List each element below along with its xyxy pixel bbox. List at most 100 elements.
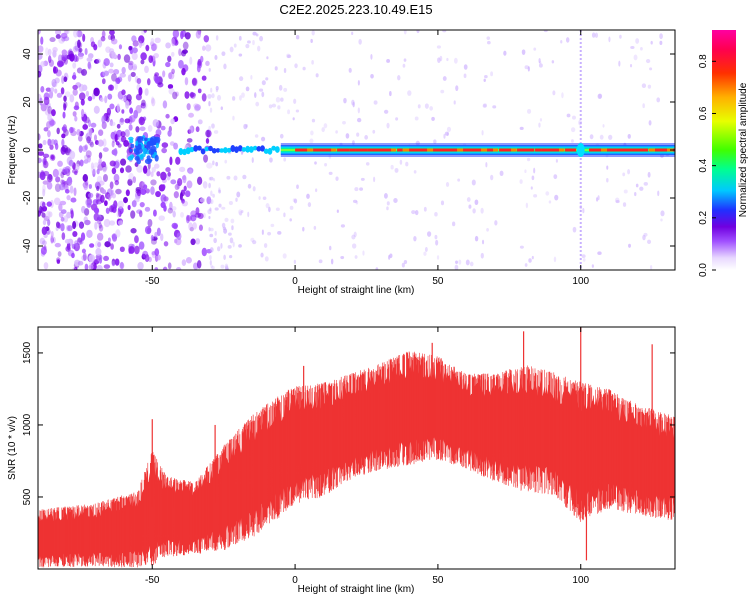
noise-dot [313,225,317,230]
noise-dot [86,200,92,209]
noise-dot [228,232,232,236]
noise-dot [357,107,360,114]
noise-dot [216,94,222,101]
noise-dot [232,241,235,248]
noise-dot [474,199,479,206]
noise-dot [172,210,176,218]
noise-dot [201,247,208,257]
colorbar-tick-label: 0.0 [698,263,709,277]
noise-dot [72,84,78,90]
noise-dot [170,179,177,185]
noise-dot [413,170,417,174]
noise-dot [195,30,202,39]
noise-dot [252,31,257,36]
noise-dot [120,261,124,269]
noise-dot [373,176,376,183]
noise-dot [330,258,334,265]
noise-dot [205,138,210,144]
noise-dot [648,120,652,126]
noise-dot [179,191,183,201]
noise-dot [189,56,193,65]
signal-blob [211,148,217,154]
noise-dot [555,159,558,163]
noise-dot [93,212,100,222]
noise-dot [214,230,217,236]
noise-dot [239,210,243,216]
noise-cluster-dot [130,143,135,148]
noise-dot [182,175,186,181]
noise-dot [147,218,153,228]
noise-dot [52,168,59,178]
noise-dot [128,172,134,181]
noise-dot [167,171,171,177]
noise-dot [414,209,419,216]
signal-blob [230,144,236,153]
noise-dot [200,55,204,63]
noise-dot [41,226,48,236]
signal-peak-segment [445,148,453,152]
noise-dot [424,246,428,253]
noise-dot [283,68,287,74]
noise-dot [643,182,648,186]
noise-dot [165,167,171,173]
noise-dot [132,176,137,184]
noise-dot [209,227,214,232]
noise-dot [197,212,204,220]
signal-peak-segment [475,148,483,152]
signal-peak-segment [427,148,434,152]
noise-dot [205,44,212,52]
noise-dot [340,224,346,228]
noise-dot [180,212,184,218]
noise-dot [95,199,103,205]
noise-dot [53,197,61,206]
noise-dot [190,238,196,246]
noise-dot [187,167,194,174]
noise-dot [245,86,250,92]
noise-dot [311,60,314,65]
colorbar-tick-label: 0.6 [698,106,709,120]
noise-dot [38,45,44,53]
noise-dot [445,182,450,187]
noise-dot [503,50,507,56]
noise-dot [370,53,373,60]
noise-dot [98,214,102,222]
noise-dot [40,86,45,93]
noise-dot [241,92,245,98]
noise-dot [109,205,114,213]
noise-dot [97,241,102,248]
noise-dot [394,167,399,173]
noise-dot [403,30,407,35]
noise-dot [93,162,99,168]
noise-dot [323,123,328,129]
noise-dot [49,119,56,126]
colorbar-tick-label: 0.8 [698,54,709,68]
noise-dot [359,187,364,191]
noise-dot [499,170,504,177]
noise-dot [117,53,121,61]
noise-dot [168,87,175,95]
noise-dot [606,165,609,170]
noise-dot [184,77,189,86]
signal-blob [263,148,269,154]
signal-peak-segment [379,148,387,152]
noise-dot [414,116,419,121]
noise-dot [197,88,202,94]
noise-dot [138,116,145,126]
noise-dot [86,229,93,238]
snr-x-ticks: -50 0 50 100 [145,327,590,586]
noise-dot [442,76,447,81]
noise-dot [91,165,96,175]
noise-dot [454,264,459,270]
noise-dot [203,35,210,43]
noise-dot [43,96,50,106]
noise-dot [51,78,57,88]
noise-dot [622,202,627,207]
noise-dot [343,97,347,104]
noise-dot [66,211,71,219]
noise-dot [145,44,150,52]
signal-peak-segment [301,148,310,152]
noise-dot [302,66,306,71]
noise-dot [439,55,443,62]
noise-dot [154,75,160,84]
noise-dot [553,256,557,263]
